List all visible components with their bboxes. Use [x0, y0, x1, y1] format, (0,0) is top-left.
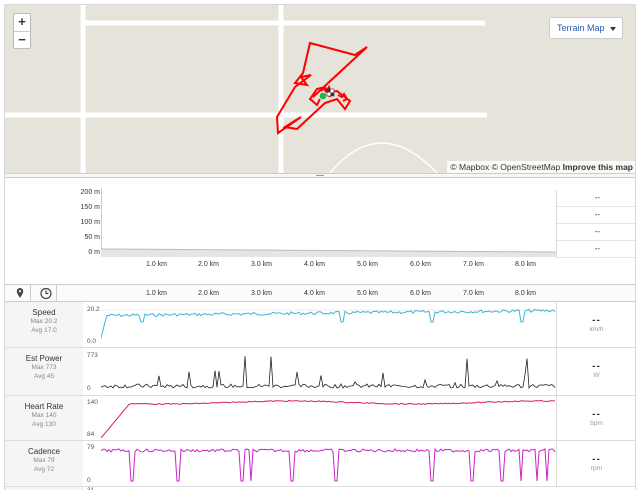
heart-rate-stream-row[interactable]: Heart Rate Max 140 Avg 130 140 84 -- bpm: [5, 396, 635, 441]
side-value: --: [557, 241, 635, 258]
cadence-graph: [101, 447, 556, 482]
speed-current: -- km/h: [556, 302, 635, 347]
zoom-in-button[interactable]: +: [18, 14, 26, 29]
time-mode-button[interactable]: [35, 285, 57, 302]
distance-tick: 3.0 km: [251, 261, 273, 268]
axis-min: 0: [87, 385, 91, 392]
distance-tick: 6.0 km: [410, 261, 432, 268]
unit-label: W: [593, 372, 600, 379]
improve-map-link[interactable]: Improve this map: [562, 162, 633, 172]
distance-tick: 2.0 km: [198, 261, 220, 268]
stream-avg: Avg 72: [33, 466, 55, 473]
axis-min: 0.0: [87, 338, 97, 345]
route-map[interactable]: + − Terrain Map © Mapbox © OpenStreetMap…: [5, 5, 635, 173]
distance-tick: 2.0 km: [198, 290, 220, 297]
axis-max: 140: [87, 399, 98, 406]
speed-label-cell: Speed Max 20.2 Avg 17.0: [5, 302, 83, 347]
distance-tick: 4.0 km: [304, 261, 326, 268]
current-value: --: [592, 409, 601, 420]
stream-avg: Avg 45: [33, 373, 55, 380]
axis-max: 20.2: [87, 306, 100, 313]
power-stream-row[interactable]: Est Power Max 773 Avg 45 773 0 -- W: [5, 348, 635, 396]
distance-tick: 7.0 km: [463, 261, 485, 268]
axis-max: 31: [87, 487, 94, 490]
stream-name: Heart Rate: [24, 402, 64, 411]
unit-label: km/h: [589, 326, 604, 333]
distance-tick: 1.0 km: [146, 290, 168, 297]
clock-icon: [40, 287, 52, 300]
distance-tick: 3.0 km: [251, 290, 273, 297]
power-current: -- W: [556, 348, 635, 395]
elevation-tick: 50 m: [84, 234, 100, 241]
zoom-control: + −: [13, 13, 31, 49]
next-label-cell: [5, 487, 83, 490]
heart-rate-graph: [101, 399, 556, 439]
distance-tick: 5.0 km: [357, 261, 379, 268]
unit-label: rpm: [590, 465, 603, 472]
distance-tick: 7.0 km: [463, 290, 485, 297]
side-value: --: [557, 224, 635, 241]
heart-rate-label-cell: Heart Rate Max 140 Avg 130: [5, 396, 83, 440]
distance-tick: 8.0 km: [515, 261, 537, 268]
stream-max: Max 140: [31, 412, 57, 419]
stream-avg: Avg 17.0: [31, 327, 57, 334]
start-marker: [318, 91, 328, 101]
map-pin-icon: [16, 288, 24, 298]
map-type-dropdown[interactable]: Terrain Map: [549, 17, 623, 39]
resize-divider[interactable]: [5, 173, 635, 178]
map-attribution: © Mapbox © OpenStreetMap Improve this ma…: [447, 161, 635, 173]
distance-tick: 4.0 km: [304, 290, 326, 297]
drag-handle-icon: [316, 175, 324, 176]
elevation-tick: 150 m: [80, 204, 100, 211]
cadence-stream-row[interactable]: Cadence Max 79 Avg 72 79 0 -- rpm: [5, 441, 635, 487]
axis-max: 79: [87, 444, 95, 451]
elevation-tick: 100 m: [80, 219, 100, 226]
distance-tick: 5.0 km: [357, 290, 379, 297]
distance-mode-button[interactable]: [9, 285, 31, 302]
attribution-text: © Mapbox © OpenStreetMap: [450, 162, 561, 172]
current-value: --: [592, 315, 601, 326]
route-line: [275, 41, 368, 135]
next-stream-row: 31: [5, 487, 635, 490]
axis-min: 0: [87, 477, 91, 484]
speed-graph: [101, 308, 556, 339]
map-type-label: Terrain Map: [557, 23, 605, 33]
current-value: --: [592, 454, 601, 465]
finish-flag-icon: [326, 88, 335, 97]
speed-stream-row[interactable]: Speed Max 20.2 Avg 17.0 20.2 0.0 -- km/h: [5, 302, 635, 348]
side-value: --: [557, 190, 635, 207]
stream-toolbar: 1.0 km 2.0 km 3.0 km 4.0 km 5.0 km 6.0 k…: [5, 284, 635, 302]
stream-max: Max 20.2: [30, 318, 58, 325]
map-roads: [5, 5, 487, 173]
stream-max: Max 773: [31, 364, 57, 371]
caret-down-icon: [610, 27, 616, 31]
stream-avg: Avg 130: [32, 421, 56, 428]
zoom-out-button[interactable]: −: [14, 31, 30, 48]
unit-label: bpm: [590, 420, 603, 427]
distance-tick: 1.0 km: [146, 261, 168, 268]
stream-max: Max 79: [33, 457, 55, 464]
current-value: --: [592, 361, 601, 372]
power-label-cell: Est Power Max 773 Avg 45: [5, 348, 83, 395]
elevation-chart[interactable]: 200 m 150 m 100 m 50 m 0 m -- -- -- -- 1…: [5, 178, 635, 278]
elevation-plot: [101, 188, 556, 257]
axis-min: 84: [87, 431, 95, 438]
stream-name: Speed: [32, 308, 56, 317]
cadence-current: -- rpm: [556, 441, 635, 486]
power-graph: [101, 356, 556, 389]
side-value: --: [557, 207, 635, 224]
stream-name: Cadence: [27, 447, 61, 456]
distance-tick: 6.0 km: [410, 290, 432, 297]
heart-rate-current: -- bpm: [556, 396, 635, 440]
activity-analysis-panel: + − Terrain Map © Mapbox © OpenStreetMap…: [4, 4, 636, 490]
elevation-side-panel: -- -- -- --: [556, 190, 635, 258]
elevation-tick: 200 m: [80, 189, 100, 196]
cadence-label-cell: Cadence Max 79 Avg 72: [5, 441, 83, 486]
stream-name: Est Power: [25, 354, 63, 363]
distance-tick: 8.0 km: [515, 290, 537, 297]
elevation-tick: 0 m: [88, 249, 100, 256]
axis-max: 773: [87, 352, 98, 359]
